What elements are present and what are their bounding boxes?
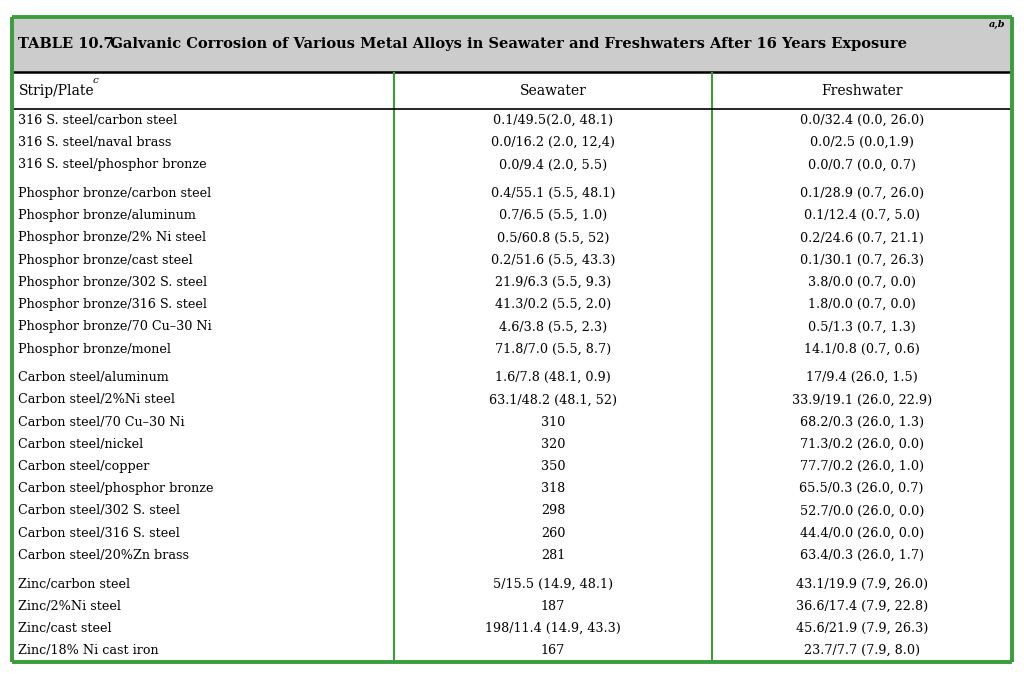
- Text: Freshwater: Freshwater: [821, 84, 902, 98]
- Text: 0.0/16.2 (2.0, 12,4): 0.0/16.2 (2.0, 12,4): [490, 136, 615, 149]
- Text: 0.0/0.7 (0.0, 0.7): 0.0/0.7 (0.0, 0.7): [808, 158, 915, 171]
- Text: 52.7/0.0 (26.0, 0.0): 52.7/0.0 (26.0, 0.0): [800, 505, 924, 518]
- Text: a,b: a,b: [989, 20, 1006, 28]
- Text: 3.8/0.0 (0.7, 0.0): 3.8/0.0 (0.7, 0.0): [808, 276, 915, 288]
- Text: Zinc/2%Ni steel: Zinc/2%Ni steel: [18, 600, 122, 613]
- Text: 316 S. steel/phosphor bronze: 316 S. steel/phosphor bronze: [18, 158, 207, 171]
- Text: Phosphor bronze/70 Cu–30 Ni: Phosphor bronze/70 Cu–30 Ni: [18, 320, 212, 333]
- Text: 71.3/0.2 (26.0, 0.0): 71.3/0.2 (26.0, 0.0): [800, 438, 924, 451]
- Bar: [12, 17, 1012, 72]
- Text: Carbon steel/2%Ni steel: Carbon steel/2%Ni steel: [18, 394, 175, 406]
- Text: Carbon steel/316 S. steel: Carbon steel/316 S. steel: [18, 526, 180, 540]
- Text: 14.1/0.8 (0.7, 0.6): 14.1/0.8 (0.7, 0.6): [804, 342, 920, 355]
- Text: 63.4/0.3 (26.0, 1.7): 63.4/0.3 (26.0, 1.7): [800, 549, 924, 562]
- Text: 198/11.4 (14.9, 43.3): 198/11.4 (14.9, 43.3): [485, 622, 621, 635]
- Text: 187: 187: [541, 600, 565, 613]
- Text: Seawater: Seawater: [519, 84, 587, 98]
- Text: 0.7/6.5 (5.5, 1.0): 0.7/6.5 (5.5, 1.0): [499, 209, 607, 222]
- Text: 0.1/28.9 (0.7, 26.0): 0.1/28.9 (0.7, 26.0): [800, 187, 924, 200]
- Text: 281: 281: [541, 549, 565, 562]
- Text: 0.5/1.3 (0.7, 1.3): 0.5/1.3 (0.7, 1.3): [808, 320, 915, 333]
- Text: 21.9/6.3 (5.5, 9.3): 21.9/6.3 (5.5, 9.3): [495, 276, 611, 288]
- Text: 43.1/19.9 (7.9, 26.0): 43.1/19.9 (7.9, 26.0): [796, 578, 928, 590]
- Text: 77.7/0.2 (26.0, 1.0): 77.7/0.2 (26.0, 1.0): [800, 460, 924, 473]
- Text: 68.2/0.3 (26.0, 1.3): 68.2/0.3 (26.0, 1.3): [800, 416, 924, 429]
- Text: Carbon steel/302 S. steel: Carbon steel/302 S. steel: [18, 505, 180, 518]
- Text: Carbon steel/phosphor bronze: Carbon steel/phosphor bronze: [18, 483, 214, 495]
- Text: 310: 310: [541, 416, 565, 429]
- Text: c: c: [92, 76, 98, 85]
- Text: Zinc/18% Ni cast iron: Zinc/18% Ni cast iron: [18, 644, 159, 657]
- Text: 167: 167: [541, 644, 565, 657]
- Text: Phosphor bronze/monel: Phosphor bronze/monel: [18, 342, 171, 355]
- Text: Strip/Plate: Strip/Plate: [18, 84, 94, 98]
- Text: Carbon steel/70 Cu–30 Ni: Carbon steel/70 Cu–30 Ni: [18, 416, 185, 429]
- Text: 1.6/7.8 (48.1, 0.9): 1.6/7.8 (48.1, 0.9): [495, 371, 611, 384]
- Text: 320: 320: [541, 438, 565, 451]
- Text: Carbon steel/20%Zn brass: Carbon steel/20%Zn brass: [18, 549, 189, 562]
- Text: Phosphor bronze/carbon steel: Phosphor bronze/carbon steel: [18, 187, 212, 200]
- Text: 260: 260: [541, 526, 565, 540]
- Text: 0.5/60.8 (5.5, 52): 0.5/60.8 (5.5, 52): [497, 231, 609, 245]
- Text: 44.4/0.0 (26.0, 0.0): 44.4/0.0 (26.0, 0.0): [800, 526, 924, 540]
- Text: Phosphor bronze/2% Ni steel: Phosphor bronze/2% Ni steel: [18, 231, 207, 245]
- Text: Galvanic Corrosion of Various Metal Alloys in Seawater and Freshwaters After 16 : Galvanic Corrosion of Various Metal Allo…: [95, 38, 907, 51]
- Text: 0.0/32.4 (0.0, 26.0): 0.0/32.4 (0.0, 26.0): [800, 114, 924, 127]
- Text: 316 S. steel/carbon steel: 316 S. steel/carbon steel: [18, 114, 178, 127]
- Text: Phosphor bronze/aluminum: Phosphor bronze/aluminum: [18, 209, 197, 222]
- Text: Carbon steel/copper: Carbon steel/copper: [18, 460, 150, 473]
- Text: 350: 350: [541, 460, 565, 473]
- Text: Zinc/cast steel: Zinc/cast steel: [18, 622, 112, 635]
- Text: 0.2/24.6 (0.7, 21.1): 0.2/24.6 (0.7, 21.1): [800, 231, 924, 245]
- Text: 0.1/30.1 (0.7, 26.3): 0.1/30.1 (0.7, 26.3): [800, 253, 924, 266]
- Text: Carbon steel/nickel: Carbon steel/nickel: [18, 438, 143, 451]
- Text: 5/15.5 (14.9, 48.1): 5/15.5 (14.9, 48.1): [493, 578, 613, 590]
- Text: 0.2/51.6 (5.5, 43.3): 0.2/51.6 (5.5, 43.3): [490, 253, 615, 266]
- Text: 316 S. steel/naval brass: 316 S. steel/naval brass: [18, 136, 172, 149]
- Text: Carbon steel/aluminum: Carbon steel/aluminum: [18, 371, 169, 384]
- Text: 36.6/17.4 (7.9, 22.8): 36.6/17.4 (7.9, 22.8): [796, 600, 928, 613]
- Text: 33.9/19.1 (26.0, 22.9): 33.9/19.1 (26.0, 22.9): [792, 394, 932, 406]
- Text: Zinc/carbon steel: Zinc/carbon steel: [18, 578, 130, 590]
- Text: 0.0/2.5 (0.0,1.9): 0.0/2.5 (0.0,1.9): [810, 136, 913, 149]
- Text: 65.5/0.3 (26.0, 0.7): 65.5/0.3 (26.0, 0.7): [800, 483, 924, 495]
- Text: 4.6/3.8 (5.5, 2.3): 4.6/3.8 (5.5, 2.3): [499, 320, 607, 333]
- Text: 23.7/7.7 (7.9, 8.0): 23.7/7.7 (7.9, 8.0): [804, 644, 920, 657]
- Text: 17/9.4 (26.0, 1.5): 17/9.4 (26.0, 1.5): [806, 371, 918, 384]
- Text: 0.1/12.4 (0.7, 5.0): 0.1/12.4 (0.7, 5.0): [804, 209, 920, 222]
- Text: 63.1/48.2 (48.1, 52): 63.1/48.2 (48.1, 52): [488, 394, 617, 406]
- Text: 0.1/49.5(2.0, 48.1): 0.1/49.5(2.0, 48.1): [493, 114, 613, 127]
- Text: 318: 318: [541, 483, 565, 495]
- Text: Phosphor bronze/302 S. steel: Phosphor bronze/302 S. steel: [18, 276, 208, 288]
- Text: Phosphor bronze/cast steel: Phosphor bronze/cast steel: [18, 253, 194, 266]
- Text: 41.3/0.2 (5.5, 2.0): 41.3/0.2 (5.5, 2.0): [495, 298, 611, 311]
- Text: 0.0/9.4 (2.0, 5.5): 0.0/9.4 (2.0, 5.5): [499, 158, 607, 171]
- Text: 71.8/7.0 (5.5, 8.7): 71.8/7.0 (5.5, 8.7): [495, 342, 611, 355]
- Text: 0.4/55.1 (5.5, 48.1): 0.4/55.1 (5.5, 48.1): [490, 187, 615, 200]
- Text: 298: 298: [541, 505, 565, 518]
- Text: 45.6/21.9 (7.9, 26.3): 45.6/21.9 (7.9, 26.3): [796, 622, 928, 635]
- Text: TABLE 10.7.: TABLE 10.7.: [18, 38, 119, 51]
- Text: 1.8/0.0 (0.7, 0.0): 1.8/0.0 (0.7, 0.0): [808, 298, 915, 311]
- Text: Phosphor bronze/316 S. steel: Phosphor bronze/316 S. steel: [18, 298, 208, 311]
